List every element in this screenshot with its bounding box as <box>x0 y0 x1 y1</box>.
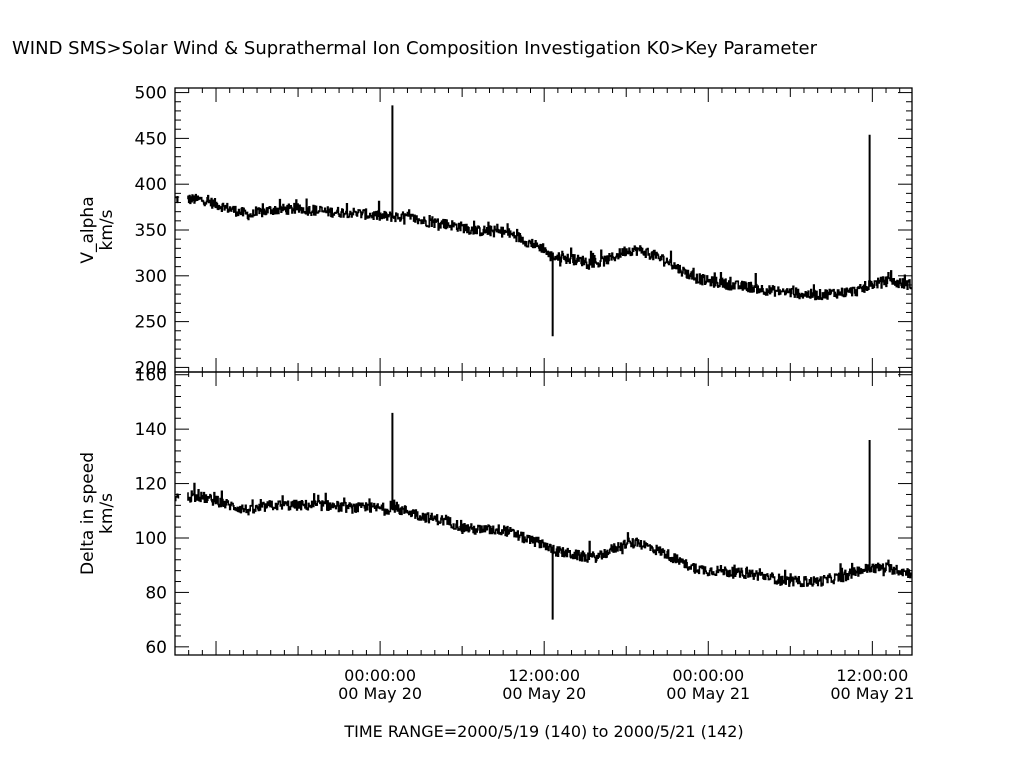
y-tick-label: 350 <box>135 221 167 241</box>
data-trace <box>174 482 913 588</box>
y-tick-label: 160 <box>135 366 167 386</box>
x-tick-label-time: 12:00:00 <box>508 666 580 685</box>
y-tick-label: 200 <box>135 358 167 378</box>
x-tick-label-date: 00 May 21 <box>830 684 914 703</box>
y-tick-label: 300 <box>135 267 167 287</box>
y-axis-label: V_alpha <box>78 196 98 263</box>
y-axis-label: km/s <box>97 209 117 250</box>
y-tick-label: 500 <box>135 84 167 104</box>
x-tick-label-time: 00:00:00 <box>344 666 416 685</box>
y-axis-label: Delta in speed <box>78 452 98 575</box>
y-tick-label: 400 <box>135 175 167 195</box>
y-tick-label: 450 <box>135 129 167 149</box>
x-tick-label-time: 00:00:00 <box>672 666 744 685</box>
y-tick-label: 120 <box>135 475 167 495</box>
time-range-label: TIME RANGE=2000/5/19 (140) to 2000/5/21 … <box>343 722 743 741</box>
data-trace <box>174 193 913 301</box>
panel-frame <box>174 87 913 373</box>
y-tick-label: 80 <box>145 583 167 603</box>
x-tick-label-date: 00 May 20 <box>338 684 422 703</box>
page-title: WIND SMS>Solar Wind & Suprathermal Ion C… <box>12 38 818 59</box>
y-tick-label: 250 <box>135 313 167 333</box>
panel-frame <box>174 371 913 656</box>
y-tick-label: 100 <box>135 529 167 549</box>
y-tick-label: 60 <box>145 638 167 658</box>
x-tick-label-time: 12:00:00 <box>836 666 908 685</box>
y-axis-label: km/s <box>97 493 117 534</box>
x-tick-label-date: 00 May 20 <box>502 684 586 703</box>
y-tick-label: 140 <box>135 420 167 440</box>
x-tick-label-date: 00 May 21 <box>666 684 750 703</box>
